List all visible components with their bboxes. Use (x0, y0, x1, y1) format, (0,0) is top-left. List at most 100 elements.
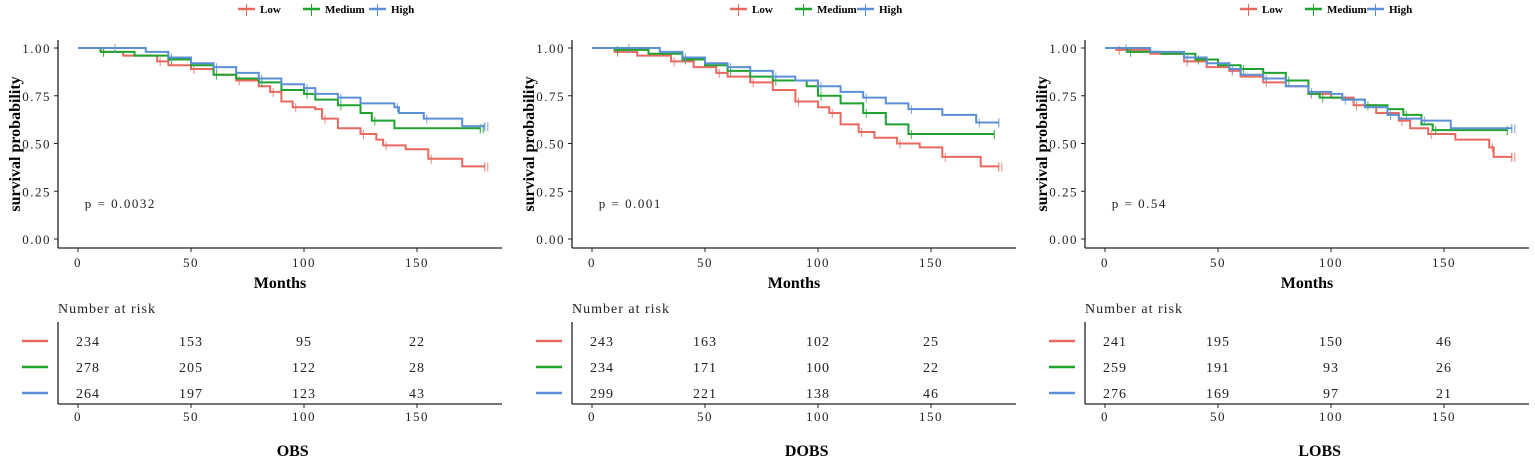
risk-count: 234 (590, 361, 614, 376)
y-axis-title: survival probability (1034, 76, 1051, 211)
risk-count: 276 (1103, 387, 1127, 402)
risk-count: 299 (590, 387, 614, 402)
y-tick-label: 0.75 (536, 89, 565, 104)
survival-curve-medium (1105, 47, 1508, 132)
risk-count: 278 (76, 361, 100, 376)
legend-item-high: High (369, 4, 414, 16)
risk-count: 46 (923, 387, 939, 402)
legend-item-low: Low (730, 4, 773, 16)
legend: Low Medium High (1240, 4, 1412, 16)
risk-x-tick-label: 50 (183, 409, 199, 424)
panel-title: LOBS (1298, 443, 1341, 460)
y-tick-label: 0.50 (536, 137, 565, 152)
x-tick-label: 0 (74, 255, 82, 270)
legend-label: High (1389, 4, 1412, 16)
risk-x-tick-label: 50 (697, 409, 713, 424)
legend-item-high: High (857, 4, 902, 16)
p-value: p = 0.001 (599, 196, 662, 211)
risk-count: 22 (923, 361, 939, 376)
risk-table-title: Number at risk (1085, 302, 1183, 317)
y-axis-title: survival probability (521, 76, 538, 211)
risk-x-tick-label: 50 (1210, 409, 1226, 424)
survival-curve-high (592, 47, 999, 124)
legend-label: Medium (325, 4, 365, 16)
x-axis-title: Months (254, 275, 306, 292)
risk-count: 26 (1436, 361, 1452, 376)
survival-curve-medium (78, 47, 481, 130)
panel-title: DOBS (785, 443, 829, 460)
survival-curve-low (592, 47, 999, 168)
x-tick-label: 50 (1210, 255, 1226, 270)
legend-label: Low (1262, 4, 1283, 16)
legend-label: Low (752, 4, 773, 16)
risk-x-tick-label: 0 (1101, 409, 1109, 424)
risk-count: 243 (590, 335, 614, 350)
risk-count: 21 (1436, 387, 1452, 402)
x-tick-label: 0 (1101, 255, 1109, 270)
x-tick-label: 0 (588, 255, 596, 270)
risk-count: 191 (1206, 361, 1230, 376)
legend-label: Medium (1327, 4, 1367, 16)
risk-count: 259 (1103, 361, 1127, 376)
legend-item-high: High (1367, 4, 1412, 16)
y-tick-label: 0.50 (1049, 137, 1078, 152)
risk-count: 171 (693, 361, 717, 376)
risk-count: 22 (409, 335, 425, 350)
survival-curve-low (1105, 47, 1512, 158)
y-axis-title: survival probability (7, 76, 24, 211)
y-tick-label: 0.25 (1049, 184, 1078, 199)
x-tick-label: 150 (919, 255, 943, 270)
risk-count: 95 (296, 335, 312, 350)
legend: Low Medium High (730, 4, 902, 16)
legend-item-medium: Medium (303, 4, 365, 16)
x-tick-label: 100 (1319, 255, 1343, 270)
risk-count: 264 (76, 387, 100, 402)
risk-count: 25 (923, 335, 939, 350)
x-tick-label: 150 (405, 255, 429, 270)
risk-table-title: Number at risk (572, 302, 670, 317)
risk-count: 138 (806, 387, 830, 402)
x-axis-title: Months (768, 275, 820, 292)
risk-x-tick-label: 150 (919, 409, 943, 424)
risk-count: 102 (806, 335, 830, 350)
risk-count: 205 (179, 361, 203, 376)
x-tick-label: 100 (806, 255, 830, 270)
risk-count: 169 (1206, 387, 1230, 402)
x-tick-label: 100 (292, 255, 316, 270)
y-tick-label: 0.75 (22, 89, 51, 104)
y-tick-label: 1.00 (1049, 41, 1078, 56)
risk-count: 28 (409, 361, 425, 376)
y-tick-label: 0.00 (22, 232, 51, 247)
risk-count: 234 (76, 335, 100, 350)
p-value: p = 0.54 (1112, 196, 1167, 211)
risk-count: 122 (292, 361, 316, 376)
risk-count: 43 (409, 387, 425, 402)
legend: Low Medium High (238, 4, 414, 16)
survival-curve-high (78, 47, 485, 128)
y-tick-label: 0.00 (1049, 232, 1078, 247)
risk-x-tick-label: 100 (1319, 409, 1343, 424)
risk-count: 221 (693, 387, 717, 402)
survival-curve-high (1105, 47, 1512, 130)
panel-dobs: Low Medium High 0.00 0.25 0.50 0.75 1.00 0 50 100 1… (521, 4, 1016, 460)
risk-x-tick-label: 150 (1432, 409, 1456, 424)
legend-item-low: Low (1240, 4, 1283, 16)
risk-x-tick-label: 0 (74, 409, 82, 424)
y-tick-label: 0.50 (22, 137, 51, 152)
legend-label: Low (260, 4, 281, 16)
y-tick-label: 0.75 (1049, 89, 1078, 104)
risk-count: 163 (693, 335, 717, 350)
risk-count: 123 (292, 387, 316, 402)
risk-x-tick-label: 100 (292, 409, 316, 424)
risk-count: 100 (806, 361, 830, 376)
legend-item-low: Low (238, 4, 281, 16)
legend-item-medium: Medium (795, 4, 857, 16)
x-tick-label: 50 (697, 255, 713, 270)
y-tick-label: 1.00 (22, 41, 51, 56)
risk-table-title: Number at risk (58, 302, 156, 317)
x-axis-title: Months (1281, 275, 1333, 292)
y-tick-label: 0.25 (536, 184, 565, 199)
risk-count: 197 (179, 387, 203, 402)
risk-x-tick-label: 100 (806, 409, 830, 424)
